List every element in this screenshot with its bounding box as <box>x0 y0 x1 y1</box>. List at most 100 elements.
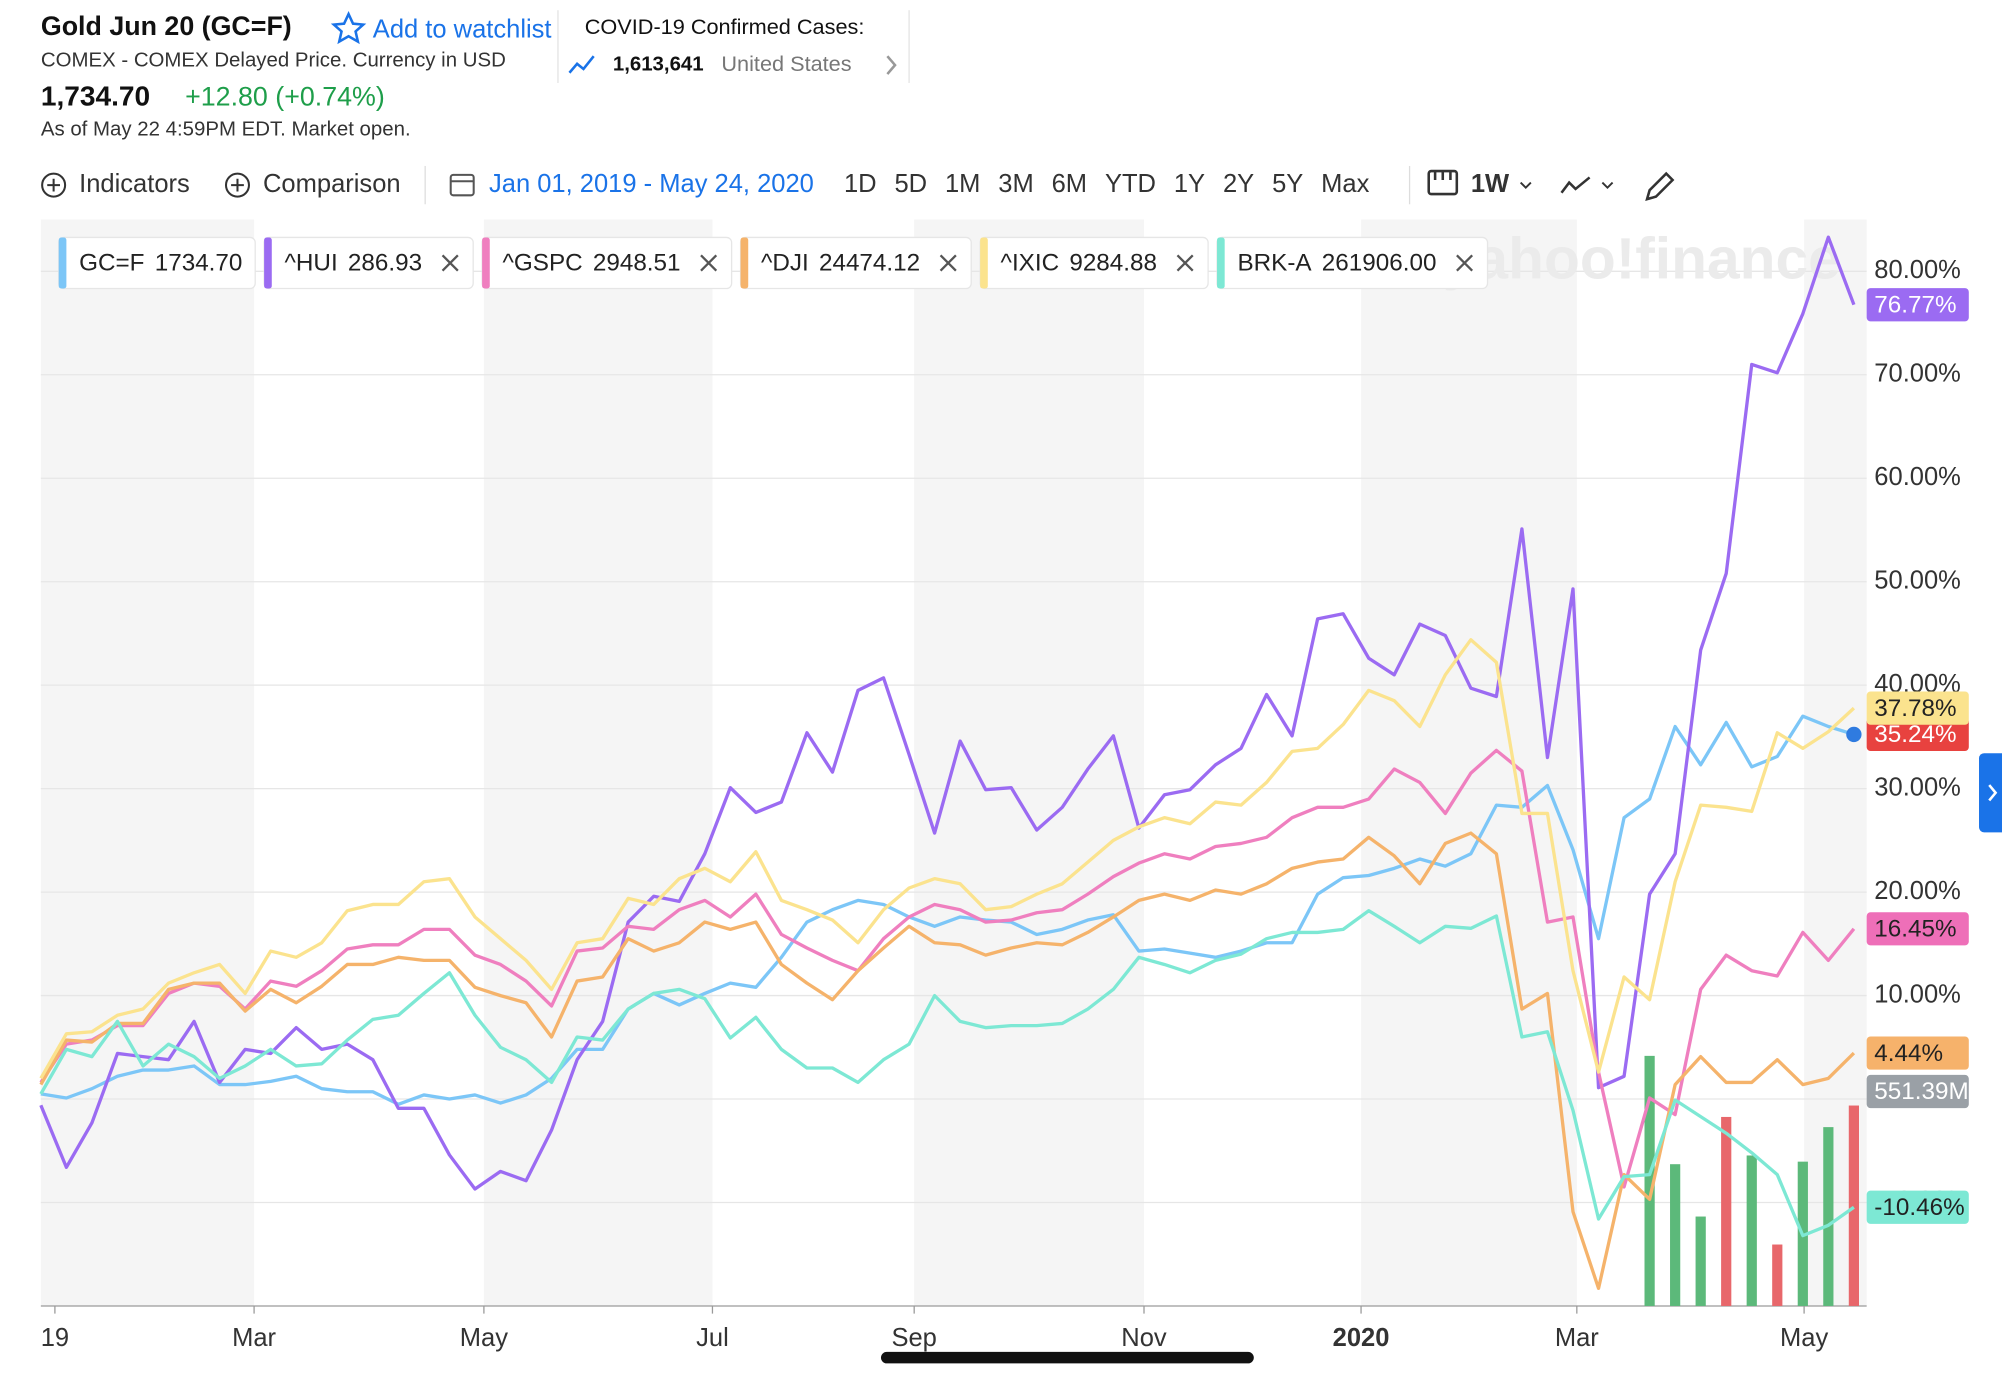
range-button[interactable]: Max <box>1321 170 1369 198</box>
side-tab[interactable] <box>1979 753 2002 833</box>
volume-bar <box>1644 1055 1655 1306</box>
range-button[interactable]: 5D <box>894 170 927 198</box>
comparison-button[interactable]: Comparison <box>263 170 401 198</box>
remove-icon[interactable] <box>939 254 957 272</box>
value-badge-label: 4.44% <box>1874 1040 1943 1067</box>
x-tick-label: May <box>460 1324 508 1352</box>
x-tick-label: May <box>1780 1324 1828 1352</box>
series-line <box>40 714 1855 1106</box>
range-button[interactable]: 1Y <box>1174 170 1205 198</box>
series-line <box>39 831 1856 1291</box>
x-tick-label: 19 <box>41 1324 69 1352</box>
x-tick-label: Mar <box>232 1324 276 1352</box>
remove-icon[interactable] <box>700 254 718 272</box>
watermark: yahoo!finance <box>1443 226 1841 291</box>
legend-chip[interactable]: GC=F 1734.70 <box>58 236 256 290</box>
range-button[interactable]: 5Y <box>1272 170 1303 198</box>
legend-price: 261906.00 <box>1322 250 1437 277</box>
interval-button[interactable]: 1W <box>1471 170 1510 198</box>
range-button[interactable]: 6M <box>1052 170 1087 198</box>
value-badge-label: 37.78% <box>1874 695 1956 722</box>
legend-chip[interactable]: ^DJI 24474.12 <box>739 236 972 290</box>
plus-icon <box>224 172 250 198</box>
range-button[interactable]: 1D <box>844 170 877 198</box>
value-badge <box>1866 717 1969 752</box>
range-button[interactable]: 2Y <box>1223 170 1254 198</box>
plus-icon <box>231 178 244 192</box>
legend-price: 1734.70 <box>155 250 243 277</box>
x-tick-label: 2020 <box>1333 1324 1390 1352</box>
legend-name: BRK-A <box>1237 250 1312 277</box>
value-badge <box>1866 1036 1969 1070</box>
calendar-icon <box>449 173 475 197</box>
covid-widget[interactable]: COVID-19 Confirmed Cases: 1,613,641 Unit… <box>557 10 910 83</box>
legend-chip[interactable]: ^IXIC 9284.88 <box>979 236 1209 290</box>
legend-price: 9284.88 <box>1069 250 1157 277</box>
range-button[interactable]: 1M <box>945 170 980 198</box>
series-line <box>39 909 1855 1238</box>
covid-heading: COVID-19 Confirmed Cases: <box>585 14 865 39</box>
remove-icon[interactable] <box>441 254 459 272</box>
value-badge-label: 35.24% <box>1874 721 1956 748</box>
month-band <box>914 219 1144 1306</box>
chevron <box>1988 784 1998 802</box>
series-line <box>39 748 1856 1189</box>
y-tick-label: 60.00% <box>1874 463 1961 491</box>
legend-chip[interactable]: BRK-A 261906.00 <box>1216 236 1489 290</box>
trend-icon <box>568 55 595 74</box>
last-point <box>1846 726 1862 743</box>
value-badge-label: 16.45% <box>1874 916 1956 943</box>
indicators-button[interactable]: Indicators <box>79 170 190 198</box>
chart-type-icon[interactable] <box>1560 176 1591 194</box>
range-button[interactable]: 3M <box>998 170 1033 198</box>
range-buttons: 1D 5D 1M 3M 6M YTD 1Y 2Y 5Y Max <box>844 170 1370 198</box>
remove-icon[interactable] <box>1456 254 1474 272</box>
chevron <box>1601 181 1614 190</box>
chevron <box>1519 181 1532 190</box>
draw-icon[interactable] <box>1645 171 1675 202</box>
y-tick-label: 50.00% <box>1874 566 1961 594</box>
chart: -10.00%0.00%10.00%20.00%30.00%40.00%50.0… <box>39 219 1969 1352</box>
series-line <box>39 638 1856 1080</box>
legend-chip[interactable]: ^GSPC 2948.51 <box>481 236 733 290</box>
value-badge <box>1866 1074 1969 1109</box>
chip-stripe <box>264 237 272 289</box>
as-of: As of May 22 4:59PM EDT. Market open. <box>41 119 411 141</box>
y-tick-label: 10.00% <box>1874 980 1961 1008</box>
y-tick-label: 20.00% <box>1874 877 1961 905</box>
plus-icon <box>41 172 67 198</box>
star-icon[interactable] <box>330 11 367 45</box>
y-tick-label: 70.00% <box>1874 360 1961 388</box>
x-tick-label: Jul <box>696 1324 729 1352</box>
candle-icon <box>1433 171 1452 180</box>
chip-stripe <box>1217 237 1225 289</box>
x-tick-label: Sep <box>891 1324 936 1352</box>
value-badge-label: 551.39M <box>1874 1078 1968 1105</box>
value-badge <box>1866 691 1969 725</box>
remove-icon[interactable] <box>1176 254 1194 272</box>
x-tick-label: Nov <box>1121 1324 1167 1352</box>
legend-name: ^DJI <box>761 250 809 277</box>
value-badge <box>1866 1190 1969 1224</box>
legend-name: ^GSPC <box>503 250 583 277</box>
plus-icon <box>47 178 61 192</box>
legend-chip[interactable]: ^HUI 286.93 <box>263 236 474 290</box>
legend-price: 24474.12 <box>819 250 920 277</box>
home-indicator <box>880 1351 1254 1364</box>
value-badge-label: 76.77% <box>1874 291 1956 318</box>
value-badge <box>1866 288 1969 322</box>
legend-price: 286.93 <box>348 250 422 277</box>
range-button[interactable]: YTD <box>1105 170 1156 198</box>
volume-bar <box>1695 1216 1706 1306</box>
legend-name: ^IXIC <box>1001 250 1060 277</box>
watchlist-link[interactable]: Add to watchlist <box>373 15 552 43</box>
chevron <box>886 55 897 75</box>
exchange: COMEX - COMEX Delayed Price. Currency in… <box>41 50 506 72</box>
volume-bar <box>1848 1105 1859 1306</box>
volume-bar <box>1721 1116 1732 1306</box>
date-range[interactable]: Jan 01, 2019 - May 24, 2020 <box>489 170 814 198</box>
legend-price: 2948.51 <box>593 250 681 277</box>
y-tick-label: 80.00% <box>1874 256 1961 284</box>
